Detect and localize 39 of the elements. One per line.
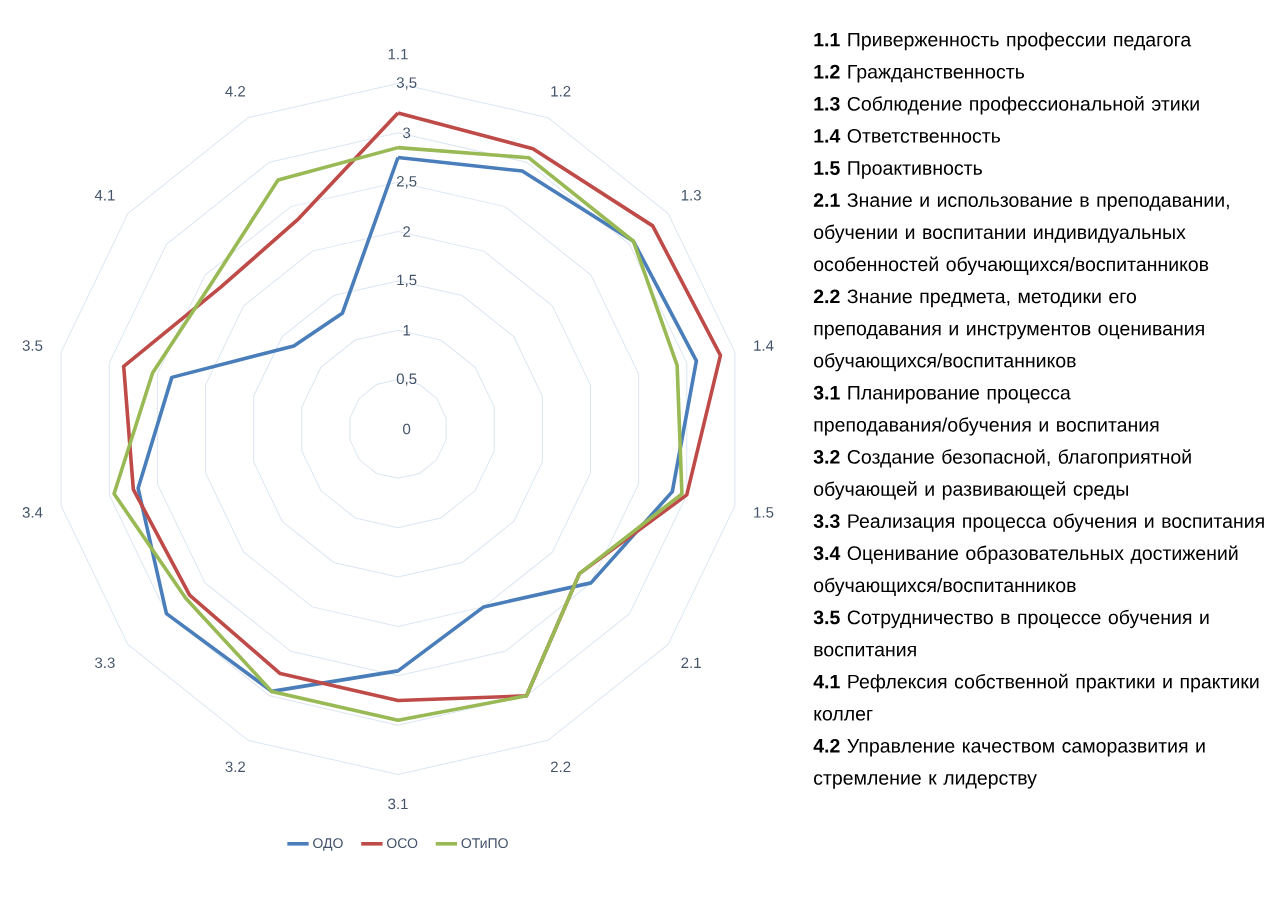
text: 2.1 Знание и использование в преподавании, обучении и воспитании индивидуальных особенностей обучающихся/воспитанников [813, 193, 1229, 276]
y-tick-label: 3 [403, 127, 411, 139]
spoke-label: 3.4 [22, 507, 43, 518]
spoke-label: 1.5 [754, 507, 774, 518]
text: 3.5 Сотрудничество в процессе обучения и воспитания [813, 609, 1209, 657]
y-tick-label: 0,5 [396, 373, 417, 386]
text: 1.3 Соблюдение профессиональной этики [814, 96, 1199, 115]
spoke-label: 1.1 [388, 48, 408, 60]
text: 1.2 Гражданственность [814, 64, 1025, 83]
text: 1.1 Приверженность профессии педагога [814, 32, 1192, 51]
y-tick-label: 2 [403, 226, 411, 237]
text: 1.4 Ответственность [814, 129, 1001, 143]
spoke-label: 2.1 [681, 657, 701, 668]
y-tick-label: 2,5 [396, 175, 417, 189]
text: 3.2 Создание безопасной, благоприятной обучающей и развивающей среды [813, 449, 1191, 500]
spoke-label: 2.2 [551, 761, 571, 773]
text: 1.5 Проактивность [814, 161, 982, 179]
spoke-label: 3.3 [95, 657, 115, 669]
spoke-label: 4.2 [225, 85, 246, 97]
text: 3.1 Планирование процесса преподавания/обучения и воспитания [813, 385, 1159, 436]
spoke-label: 3.5 [22, 340, 43, 351]
y-tick-label: 0 [403, 423, 411, 435]
text: 3.3 Реализация процесса обучения и воспитания [813, 513, 1264, 532]
spoke-label: 4.1 [94, 190, 115, 201]
y-tick-label: 1 [403, 325, 411, 336]
y-tick-label: 3,5 [396, 77, 417, 90]
legend-label: ОДО [313, 838, 343, 851]
spoke-label: 3.1 [388, 798, 408, 810]
y-tick-label: 1,5 [397, 274, 417, 288]
spoke-label: 1.2 [551, 85, 571, 97]
text: 4.2 Управление качеством саморазвития и стремление к лидерству [813, 738, 1205, 789]
spoke-label: 3.2 [225, 761, 246, 773]
legend-label: ОТиПО [461, 838, 508, 849]
text: 2.2 Знание предмета, методики его преподавания и инструментов оценивания обучающихся/воспитанников [813, 289, 1204, 372]
legend-label: ОСО [387, 838, 418, 849]
spoke-label: 1.4 [754, 340, 774, 351]
text: 3.4 Оценивание образовательных достижений обучающихся/воспитанников [813, 545, 1238, 597]
text: 4.1 Рефлексия собственной практики и практики коллег [813, 673, 1259, 721]
spoke-label: 1.3 [681, 189, 701, 201]
